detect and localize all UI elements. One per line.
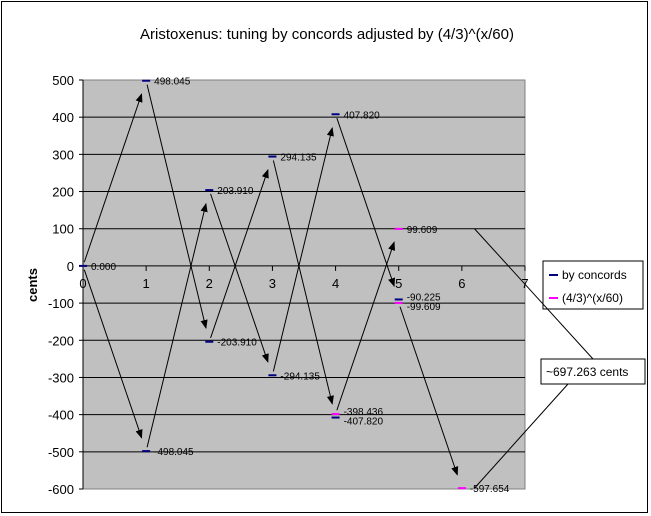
data-label: -498.045 <box>154 447 194 458</box>
data-labels: 0.000 498.045 -498.045 203.910 -203.910 294.1… <box>91 77 510 495</box>
legend-label-adjusted: (4/3)^(x/60) <box>562 291 623 305</box>
y-axis-label: cents <box>25 268 40 302</box>
x-tick-label: 0 <box>79 276 86 291</box>
step-arrow <box>336 241 395 411</box>
step-arrow <box>83 269 143 439</box>
data-markers <box>79 79 466 490</box>
data-label: -398.436 <box>344 407 384 418</box>
callout-box <box>540 358 646 385</box>
step-arrow <box>146 84 208 329</box>
step-arrow <box>83 93 143 263</box>
chart-title: Aristoxenus: tuning by concords adjusted… <box>140 26 514 43</box>
x-tick-label: 7 <box>521 276 528 291</box>
step-arrow <box>210 193 269 363</box>
legend-box <box>542 260 644 310</box>
x-tick-label: 5 <box>395 276 402 291</box>
data-label: -90.225 <box>407 292 441 303</box>
y-tick-label: 100 <box>52 222 74 237</box>
step-arrow <box>272 160 334 405</box>
step-arrow <box>146 202 208 448</box>
y-tick-label: -500 <box>48 445 74 460</box>
data-label: 99.609 <box>407 225 438 236</box>
data-label: -99.609 <box>407 302 441 313</box>
x-tick-label: 4 <box>332 276 339 291</box>
y-tick-label: -200 <box>48 333 74 348</box>
data-label: -294.135 <box>280 371 320 382</box>
y-tick-label: 500 <box>52 73 74 88</box>
data-label: 498.045 <box>154 77 191 88</box>
step-arrow <box>336 117 395 288</box>
data-label: 203.910 <box>217 186 254 197</box>
x-tick-label: 1 <box>143 276 150 291</box>
callout-leader-lower <box>474 383 569 489</box>
legend: by concords (4/3)^(x/60) <box>542 260 644 310</box>
axes: 500 400 300 200 100 0 -100 -200 -300 -400 -500 -600… <box>48 73 529 497</box>
y-tick-label: -400 <box>48 408 74 423</box>
x-tick-label: 6 <box>458 276 465 291</box>
x-tick-label: 2 <box>206 276 213 291</box>
arrows <box>83 84 459 476</box>
callout-text: ~697.263 cents <box>546 365 628 379</box>
data-label: 0.000 <box>91 262 116 273</box>
plot-area <box>82 79 526 490</box>
y-tick-label: -300 <box>48 370 74 385</box>
y-tick-label: -100 <box>48 296 74 311</box>
y-tick-label: 0 <box>67 259 74 274</box>
data-label: -407.820 <box>344 417 384 428</box>
step-arrow <box>210 168 269 339</box>
data-label: 407.820 <box>344 110 381 121</box>
step-arrow <box>272 127 334 372</box>
callout: ~697.263 cents <box>474 228 646 489</box>
data-label: -203.910 <box>217 338 257 349</box>
callout-leader-upper <box>474 228 594 360</box>
x-tick-label: 3 <box>269 276 276 291</box>
y-tick-label: 200 <box>52 185 74 200</box>
legend-label-by-concords: by concords <box>562 268 627 282</box>
gridlines <box>83 116 525 453</box>
y-tick-label: -600 <box>48 482 74 497</box>
data-label: 294.135 <box>280 153 317 164</box>
step-arrow <box>399 306 459 476</box>
data-label: -597.654 <box>470 484 510 495</box>
y-tick-label: 300 <box>52 147 74 162</box>
y-tick-label: 400 <box>52 110 74 125</box>
